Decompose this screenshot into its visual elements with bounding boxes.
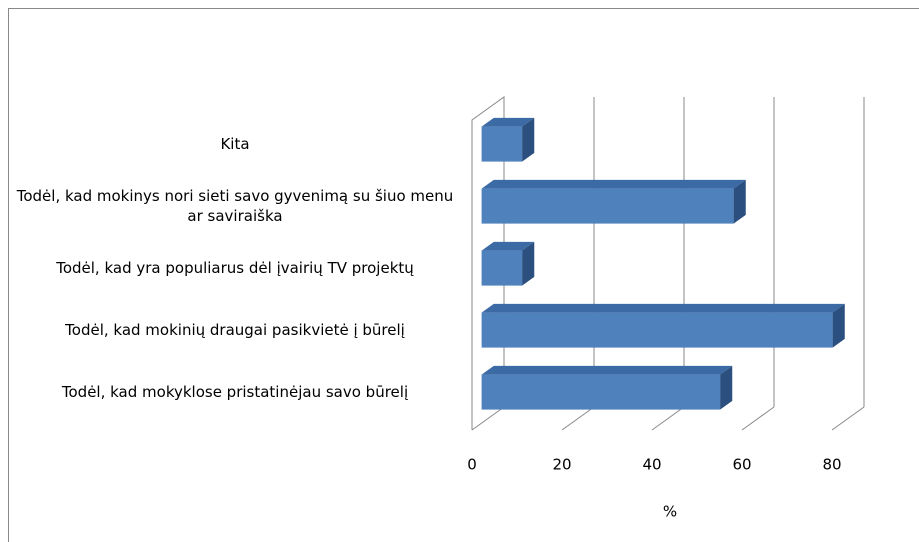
bar-top: [481, 365, 733, 375]
floor-line: [651, 406, 685, 431]
bar: [481, 303, 845, 348]
bar-front: [481, 188, 734, 224]
bar: [481, 179, 746, 224]
bar-side: [832, 303, 845, 348]
bar-front: [481, 126, 523, 162]
floor-line: [741, 406, 775, 431]
x-tick-label: 60: [732, 456, 751, 474]
floor-line: [471, 406, 505, 431]
y-tick-label: Todėl, kad mokyklose pristatinėjau savo …: [61, 383, 409, 402]
x-tick-label: 80: [822, 456, 841, 474]
bar-front: [481, 250, 523, 286]
bar-side: [733, 179, 746, 224]
bar-top: [481, 117, 535, 127]
x-axis-title: %: [663, 503, 677, 521]
bar-side: [522, 241, 535, 286]
bar-top: [481, 241, 535, 251]
bar-front: [481, 312, 833, 348]
bar-side: [522, 117, 535, 162]
floor-line: [561, 406, 595, 431]
bar-front: [481, 374, 721, 410]
bar: [481, 117, 535, 162]
x-tick-label: 0: [467, 456, 477, 474]
x-tick-label: 40: [642, 456, 661, 474]
bar: [481, 365, 733, 410]
y-tick-label: Todėl, kad mokinys nori sieti savo gyven…: [16, 187, 454, 226]
bar-top: [481, 179, 746, 189]
chart-frame: [8, 8, 919, 542]
y-tick-label: Todėl, kad mokinių draugai pasikvietė į …: [65, 321, 405, 340]
bar-top: [481, 303, 845, 313]
bar: [481, 241, 535, 286]
floor-line: [831, 406, 865, 431]
y-tick-label: Todėl, kad yra populiarus dėl įvairių TV…: [56, 259, 414, 278]
bar-side: [720, 365, 733, 410]
x-tick-label: 20: [552, 456, 571, 474]
y-tick-label: Kita: [220, 135, 250, 154]
